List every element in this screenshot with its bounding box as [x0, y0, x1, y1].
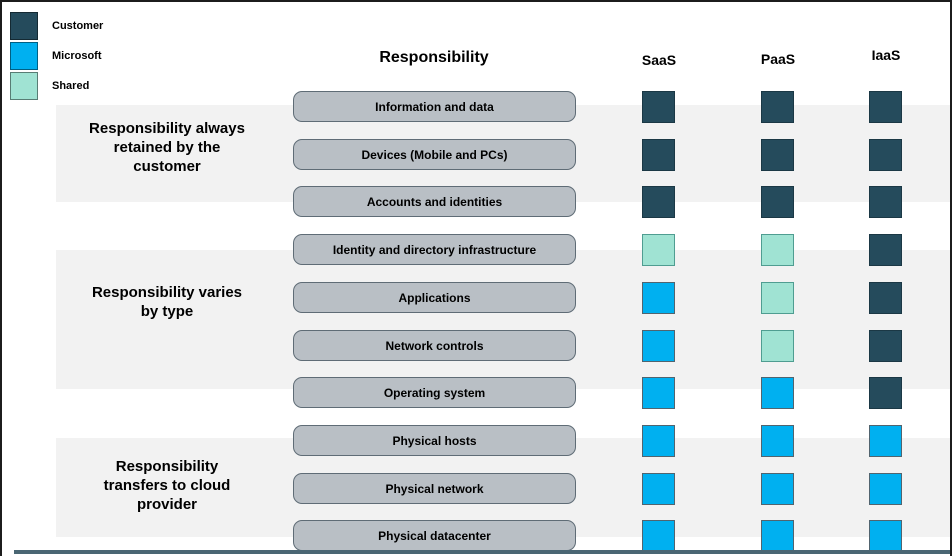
matrix-cell-shared	[642, 234, 675, 266]
row-pill: Operating system	[293, 377, 576, 408]
matrix-cell-customer	[642, 91, 675, 123]
matrix-cell-microsoft	[642, 425, 675, 457]
matrix-cell-microsoft	[642, 282, 675, 314]
matrix-cell-customer	[869, 91, 902, 123]
responsibility-column-header: Responsibility	[379, 49, 489, 66]
legend-item-shared: Shared	[10, 72, 89, 100]
matrix-cell-customer	[761, 186, 794, 218]
matrix-cell-customer	[869, 377, 902, 409]
row-pill: Physical hosts	[293, 425, 576, 456]
matrix-cell-customer	[869, 186, 902, 218]
matrix-cell-microsoft	[869, 520, 902, 552]
matrix-cell-shared	[761, 282, 794, 314]
matrix-cell-microsoft	[642, 520, 675, 552]
saas-column-header: SaaS	[641, 52, 677, 68]
matrix-cell-shared	[761, 330, 794, 362]
matrix-cell-microsoft	[642, 377, 675, 409]
row-pill: Accounts and identities	[293, 186, 576, 217]
customer-color-swatch	[10, 12, 38, 40]
microsoft-color-swatch	[10, 42, 38, 70]
group-label-varies: Responsibility varies by type	[91, 284, 243, 320]
matrix-cell-customer	[761, 139, 794, 171]
row-pill: Network controls	[293, 330, 576, 361]
row-pill: Information and data	[293, 91, 576, 122]
legend-label: Customer	[52, 20, 104, 32]
group-label-transfers: Responsibility transfers to cloud provid…	[103, 458, 231, 513]
matrix-cell-customer	[761, 91, 794, 123]
matrix-cell-microsoft	[869, 425, 902, 457]
paas-column-header: PaaS	[760, 51, 796, 67]
matrix-cell-microsoft	[761, 377, 794, 409]
legend-label: Microsoft	[52, 50, 102, 62]
row-pill: Physical network	[293, 473, 576, 504]
matrix-cell-microsoft	[761, 425, 794, 457]
matrix-cell-customer	[642, 139, 675, 171]
matrix-cell-customer	[869, 234, 902, 266]
matrix-cell-microsoft	[869, 473, 902, 505]
legend-item-customer: Customer	[10, 12, 103, 40]
matrix-cell-shared	[761, 234, 794, 266]
group-band-varies	[56, 250, 950, 389]
matrix-cell-microsoft	[761, 520, 794, 552]
matrix-cell-customer	[869, 139, 902, 171]
shared-color-swatch	[10, 72, 38, 100]
matrix-cell-microsoft	[642, 330, 675, 362]
matrix-cell-microsoft	[642, 473, 675, 505]
legend-label: Shared	[52, 80, 90, 92]
matrix-cell-microsoft	[761, 473, 794, 505]
matrix-cell-customer	[869, 330, 902, 362]
row-pill: Devices (Mobile and PCs)	[293, 139, 576, 170]
iaas-column-header: IaaS	[871, 47, 901, 63]
matrix-cell-customer	[869, 282, 902, 314]
matrix-cell-customer	[642, 186, 675, 218]
row-pill: Identity and directory infrastructure	[293, 234, 576, 265]
row-pill: Applications	[293, 282, 576, 313]
row-pill: Physical datacenter	[293, 520, 576, 551]
bottom-divider	[14, 550, 950, 554]
legend-item-microsoft: Microsoft	[10, 42, 102, 70]
group-label-retained: Responsibility always retained by the cu…	[89, 120, 245, 175]
